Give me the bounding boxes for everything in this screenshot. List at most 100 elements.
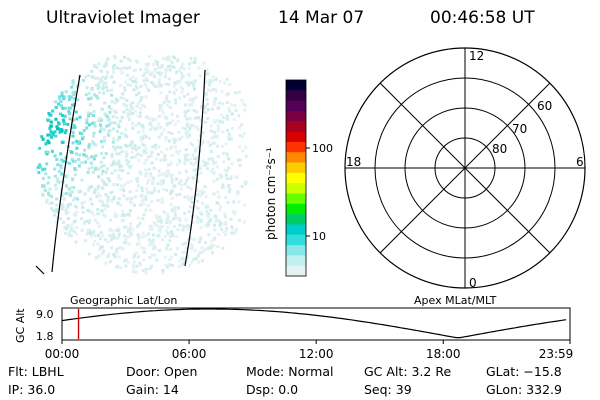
uv-pixel — [119, 245, 123, 249]
uv-pixel — [132, 255, 136, 259]
uv-pixel — [175, 149, 178, 153]
uv-pixel — [200, 259, 204, 263]
uv-pixel — [89, 185, 93, 189]
uv-pixel — [103, 207, 107, 211]
uv-pixel — [191, 195, 195, 199]
uv-pixel — [201, 159, 205, 163]
uv-pixel — [110, 164, 114, 167]
altitude-x-axis: 00:00 06:00 12:00 18:00 23:59 — [45, 340, 573, 361]
uv-pixel — [129, 179, 133, 183]
uv-pixel — [170, 60, 174, 64]
info-gain: Gain: 14 — [126, 382, 179, 397]
uv-pixel — [194, 172, 198, 176]
uv-pixel — [92, 243, 96, 247]
uv-pixel — [119, 203, 123, 207]
uv-pixel — [227, 157, 231, 161]
uv-pixel — [146, 79, 150, 83]
uv-pixel — [134, 148, 138, 152]
uv-pixel — [165, 97, 168, 101]
uv-pixel — [79, 190, 82, 194]
uv-pixel — [87, 144, 91, 148]
polar-label-left: 18 — [346, 155, 361, 169]
uv-pixel — [95, 95, 99, 98]
uv-pixel — [102, 135, 106, 139]
uv-pixel — [60, 193, 64, 197]
uv-pixel — [186, 129, 190, 133]
uv-pixel — [148, 136, 151, 140]
uv-pixel — [151, 145, 155, 149]
uv-pixel — [154, 157, 158, 161]
uv-pixel — [183, 250, 187, 254]
uv-pixel — [97, 224, 101, 228]
uv-pixel — [66, 122, 70, 126]
uv-pixel — [128, 197, 132, 201]
uv-pixel — [63, 121, 67, 125]
altitude-tick-low: 1.8 — [36, 330, 54, 343]
uv-pixel — [189, 157, 192, 161]
uv-pixel — [235, 176, 239, 180]
uv-pixel — [222, 222, 226, 226]
uv-pixel — [160, 65, 164, 69]
uv-pixel — [156, 152, 160, 156]
uv-pixel — [174, 101, 178, 105]
uv-pixel — [167, 163, 170, 167]
uv-pixel — [48, 201, 52, 205]
uv-pixel — [175, 247, 179, 251]
uv-pixel — [124, 150, 128, 154]
uv-pixel — [68, 112, 72, 116]
uv-pixel — [96, 96, 100, 100]
uv-pixel — [170, 177, 174, 181]
uv-pixel — [199, 237, 203, 240]
uv-pixel — [195, 193, 199, 196]
uv-pixel — [92, 191, 96, 195]
uv-pixel — [50, 135, 54, 139]
uv-pixel — [117, 255, 121, 259]
uv-pixel — [118, 136, 121, 140]
uv-pixel — [172, 65, 176, 69]
uv-pixel — [156, 182, 160, 186]
uv-pixel — [133, 146, 137, 150]
uv-pixel — [134, 81, 138, 84]
uv-pixel — [212, 79, 215, 83]
uv-pixel — [107, 234, 111, 238]
uv-pixel — [164, 82, 168, 86]
uv-pixel — [117, 161, 121, 165]
uv-pixel — [238, 134, 242, 137]
uv-pixel — [232, 118, 236, 121]
uv-pixel — [184, 148, 188, 152]
uv-pixel — [141, 143, 145, 147]
uv-pixel — [159, 84, 162, 88]
uv-pixel — [225, 154, 229, 158]
uv-pixel — [180, 65, 183, 69]
uv-pixel — [168, 258, 171, 262]
uv-pixel — [165, 123, 169, 127]
uv-pixel — [178, 216, 182, 220]
uv-pixel — [158, 104, 162, 108]
uv-pixel — [201, 250, 205, 254]
title-row: Ultraviolet Imager 14 Mar 07 00:46:58 UT — [0, 8, 600, 32]
uv-pixel — [147, 116, 151, 120]
uv-pixel — [196, 254, 200, 258]
uv-pixel — [86, 229, 90, 233]
uv-pixel — [106, 204, 110, 208]
uv-pixel — [85, 86, 89, 90]
uv-pixel — [120, 150, 124, 154]
uv-pixel — [105, 75, 109, 78]
uv-pixel — [181, 87, 185, 91]
uv-pixel — [223, 215, 227, 219]
uv-pixel — [92, 230, 96, 234]
uv-pixel — [164, 174, 168, 178]
uv-pixel — [135, 146, 139, 150]
uv-pixel — [222, 116, 226, 120]
uv-pixel — [104, 170, 108, 174]
uv-pixel — [190, 246, 194, 250]
colorbar-segment — [286, 131, 306, 143]
uv-pixel — [148, 127, 152, 131]
uv-pixel — [184, 111, 188, 114]
uv-pixel — [129, 200, 133, 204]
uv-pixel — [64, 90, 68, 94]
uv-pixel — [192, 168, 196, 172]
uv-pixel — [97, 254, 101, 258]
uv-pixel — [135, 177, 138, 181]
uv-pixel — [236, 191, 240, 195]
